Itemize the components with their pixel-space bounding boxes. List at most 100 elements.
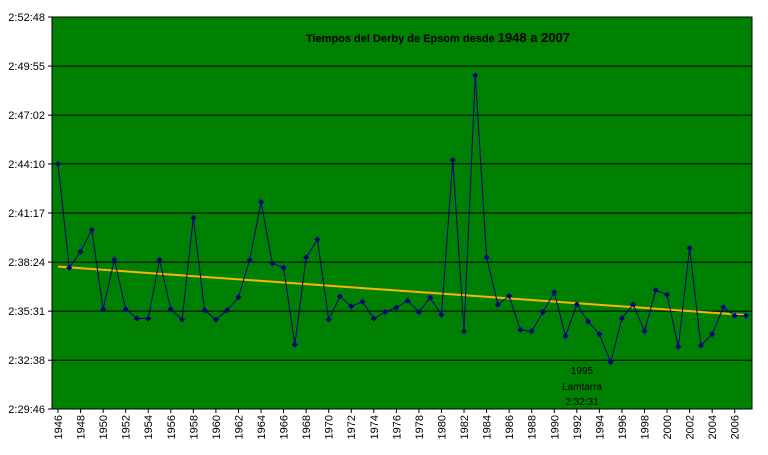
data-point bbox=[573, 301, 580, 308]
data-point bbox=[630, 301, 637, 308]
data-point bbox=[438, 311, 445, 318]
x-tick-label: 1976 bbox=[391, 415, 403, 439]
data-point bbox=[528, 328, 535, 335]
data-point bbox=[393, 304, 400, 311]
data-point bbox=[539, 308, 546, 315]
y-tick-label: 2:38:24 bbox=[8, 257, 45, 269]
y-axis-ticks: 2:29:46 2:32:38 2:35:31 2:38:24 2:41:17 2:44:… bbox=[8, 12, 52, 416]
data-point bbox=[697, 342, 704, 349]
y-tick-label: 2:29:46 bbox=[8, 404, 45, 416]
data-point bbox=[618, 315, 625, 322]
data-point bbox=[427, 294, 434, 301]
x-tick-label: 1970 bbox=[324, 415, 336, 439]
data-point bbox=[156, 256, 163, 263]
data-point bbox=[145, 315, 152, 322]
y-tick-label: 2:32:38 bbox=[8, 355, 45, 367]
data-point bbox=[246, 256, 253, 263]
y-tick-label: 2:44:10 bbox=[8, 159, 45, 171]
data-point bbox=[258, 198, 265, 205]
chart-title-prefix: Tiempos del Derby de Epsom desde bbox=[306, 33, 498, 45]
x-tick-label: 1988 bbox=[527, 415, 539, 439]
x-tick-label: 1956 bbox=[166, 415, 178, 439]
data-point bbox=[133, 315, 140, 322]
annotation-line-horse: Lamtarra bbox=[562, 382, 602, 393]
series-line-group bbox=[57, 75, 746, 364]
data-point bbox=[88, 226, 95, 233]
chart-title-years: 1948 a 2007 bbox=[498, 30, 570, 45]
x-tick-label: 2004 bbox=[707, 415, 719, 439]
y-tick-label: 2:52:48 bbox=[8, 12, 45, 24]
x-tick-label: 1948 bbox=[76, 415, 88, 439]
data-point bbox=[212, 316, 219, 323]
x-tick-label: 1992 bbox=[572, 415, 584, 439]
data-point bbox=[55, 160, 61, 167]
y-tick-label: 2:35:31 bbox=[8, 306, 45, 318]
data-point bbox=[122, 306, 129, 313]
chart-title: Tiempos del Derby de Epsom desde 1948 a … bbox=[306, 30, 570, 45]
x-tick-label: 1980 bbox=[436, 415, 448, 439]
annotation-line-time: 2:32:31 bbox=[565, 397, 599, 408]
x-tick-label: 1998 bbox=[639, 415, 651, 439]
data-point bbox=[314, 236, 321, 243]
data-point bbox=[686, 245, 693, 252]
data-point bbox=[664, 291, 671, 298]
data-point bbox=[472, 72, 479, 79]
x-tick-label: 2000 bbox=[662, 415, 674, 439]
data-point bbox=[585, 318, 592, 325]
data-point bbox=[551, 289, 558, 296]
data-point bbox=[370, 315, 377, 322]
data-point bbox=[111, 256, 118, 263]
data-point bbox=[641, 328, 648, 335]
x-tick-label: 1996 bbox=[617, 415, 629, 439]
data-point bbox=[269, 260, 276, 267]
data-point bbox=[675, 343, 682, 350]
data-point bbox=[731, 312, 738, 319]
x-tick-label: 1968 bbox=[301, 415, 313, 439]
data-point bbox=[449, 156, 456, 163]
data-point bbox=[291, 341, 298, 348]
annotation-line-year: 1995 bbox=[571, 366, 594, 377]
data-point bbox=[562, 333, 569, 340]
x-tick-label: 1974 bbox=[369, 415, 381, 439]
data-point bbox=[336, 293, 343, 300]
data-point bbox=[607, 359, 614, 366]
data-point bbox=[720, 304, 727, 311]
x-tick-label: 1978 bbox=[414, 415, 426, 439]
x-tick-label: 1986 bbox=[504, 415, 516, 439]
y-tick-label: 2:41:17 bbox=[8, 208, 45, 220]
data-point bbox=[235, 294, 242, 301]
data-point bbox=[483, 254, 490, 261]
data-point bbox=[404, 297, 411, 304]
x-tick-label: 1962 bbox=[233, 415, 245, 439]
data-point bbox=[201, 307, 208, 314]
x-tick-label: 1982 bbox=[459, 415, 471, 439]
data-point bbox=[494, 301, 501, 308]
data-point bbox=[652, 287, 659, 294]
x-tick-label: 2002 bbox=[685, 415, 697, 439]
gridlines bbox=[52, 16, 752, 410]
data-point bbox=[359, 298, 366, 305]
data-point bbox=[517, 326, 524, 333]
series-markers bbox=[55, 72, 749, 366]
data-point bbox=[100, 306, 107, 313]
data-point bbox=[190, 214, 197, 221]
data-point bbox=[461, 328, 468, 335]
x-tick-label: 1990 bbox=[549, 415, 561, 439]
data-point bbox=[280, 264, 287, 271]
data-point bbox=[224, 307, 231, 314]
data-point bbox=[167, 306, 174, 313]
data-point bbox=[66, 264, 73, 271]
data-point bbox=[415, 308, 422, 315]
data-point bbox=[303, 254, 310, 261]
x-tick-label: 1972 bbox=[346, 415, 358, 439]
x-tick-label: 1994 bbox=[594, 415, 606, 439]
data-point bbox=[348, 303, 355, 310]
x-axis-ticks: 1946 1948 1950 1952 1954 1956 1958 1960 1962 1964… bbox=[53, 409, 742, 439]
x-tick-label: 1950 bbox=[98, 415, 110, 439]
data-point bbox=[506, 292, 513, 299]
series-line bbox=[57, 75, 746, 364]
x-tick-label: 1964 bbox=[256, 415, 268, 439]
annotation-lamtarra: 1995 Lamtarra 2:32:31 bbox=[562, 366, 602, 408]
